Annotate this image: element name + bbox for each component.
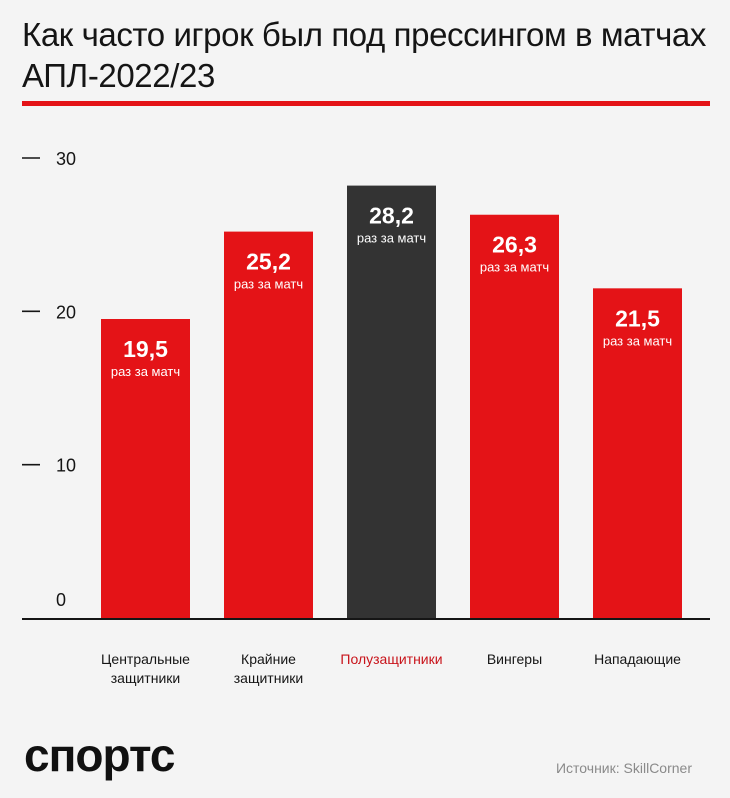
category-label: защитники xyxy=(111,670,180,686)
bar-value-label: 28,2 xyxy=(369,203,414,229)
bar-value-label: 26,3 xyxy=(492,232,537,258)
category-label: защитники xyxy=(234,670,303,686)
y-tick-label: 10 xyxy=(56,456,76,476)
bar xyxy=(224,231,313,618)
category-label: Вингеры xyxy=(487,651,542,667)
y-tick-label: 0 xyxy=(56,590,66,610)
category-label: Полузащитники xyxy=(340,651,442,667)
bar-unit-label: раз за матч xyxy=(480,260,549,275)
bar-value-label: 19,5 xyxy=(123,336,168,362)
chart-title: Как часто игрок был под прессингом в мат… xyxy=(22,16,706,94)
bar-unit-label: раз за матч xyxy=(603,333,672,348)
bar-unit-label: раз за матч xyxy=(357,231,426,246)
y-tick-label: 20 xyxy=(56,302,76,322)
bar-value-label: 25,2 xyxy=(246,249,291,275)
sports-logo: спортс xyxy=(24,729,175,781)
bar xyxy=(593,288,682,618)
bar-unit-label: раз за матч xyxy=(111,364,180,379)
bar-value-label: 21,5 xyxy=(615,305,660,331)
bar xyxy=(347,185,436,618)
source-note: Источник: SkillCorner xyxy=(555,760,692,776)
title-underline xyxy=(22,101,710,106)
bar xyxy=(101,319,190,618)
category-label: Нападающие xyxy=(594,651,681,667)
y-tick-label: 30 xyxy=(56,149,76,169)
bar xyxy=(470,214,559,618)
bar-unit-label: раз за матч xyxy=(234,277,303,292)
category-label: Крайние xyxy=(241,651,296,667)
category-label: Центральные xyxy=(101,651,190,667)
